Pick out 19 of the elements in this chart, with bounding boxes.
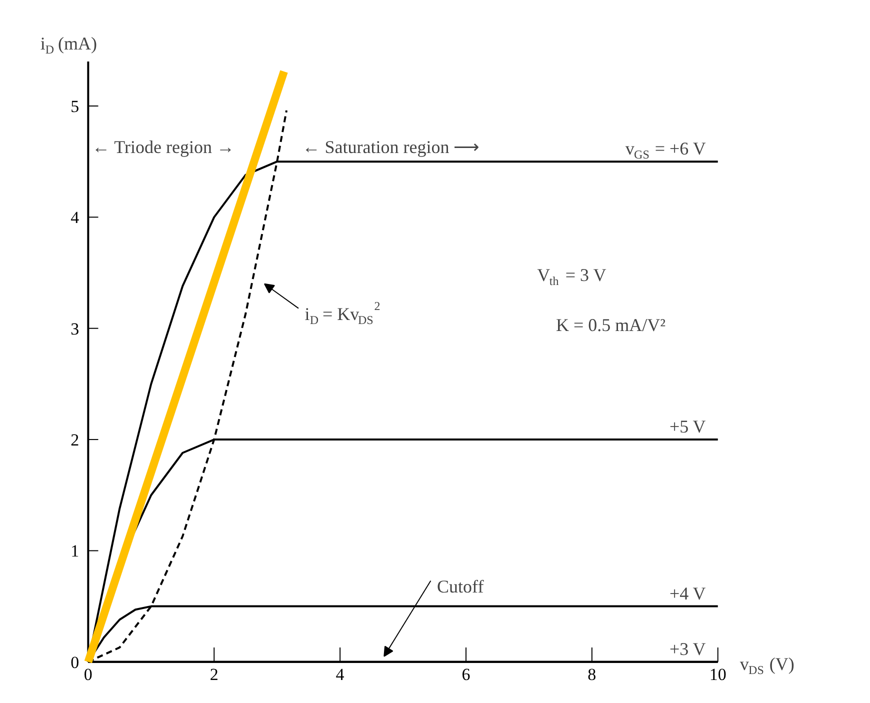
x-tick-label: 6: [462, 664, 470, 684]
series-label: +5 V: [669, 416, 706, 437]
annotation: ← Triode region →: [92, 137, 234, 158]
y-tick-label: 3: [70, 319, 80, 338]
x-tick-label: 8: [588, 664, 596, 684]
x-tick-label: 4: [336, 664, 345, 684]
annotation: ← Saturation region ⟶: [302, 137, 480, 158]
y-tick-label: 4: [70, 208, 80, 228]
y-tick-label: 0: [70, 652, 80, 672]
x-tick-label: 10: [709, 664, 726, 684]
x-tick-label: 2: [210, 664, 218, 684]
annotation: K = 0.5 mA/V²: [556, 315, 666, 336]
series-label: +4 V: [669, 583, 706, 604]
y-tick-label: 5: [70, 96, 80, 116]
annotation: Cutoff: [437, 576, 484, 596]
y-tick-label: 2: [70, 430, 80, 450]
y-tick-label: 1: [70, 542, 80, 561]
legend-label: +3 V: [669, 638, 706, 659]
x-tick-label: 0: [84, 664, 92, 684]
